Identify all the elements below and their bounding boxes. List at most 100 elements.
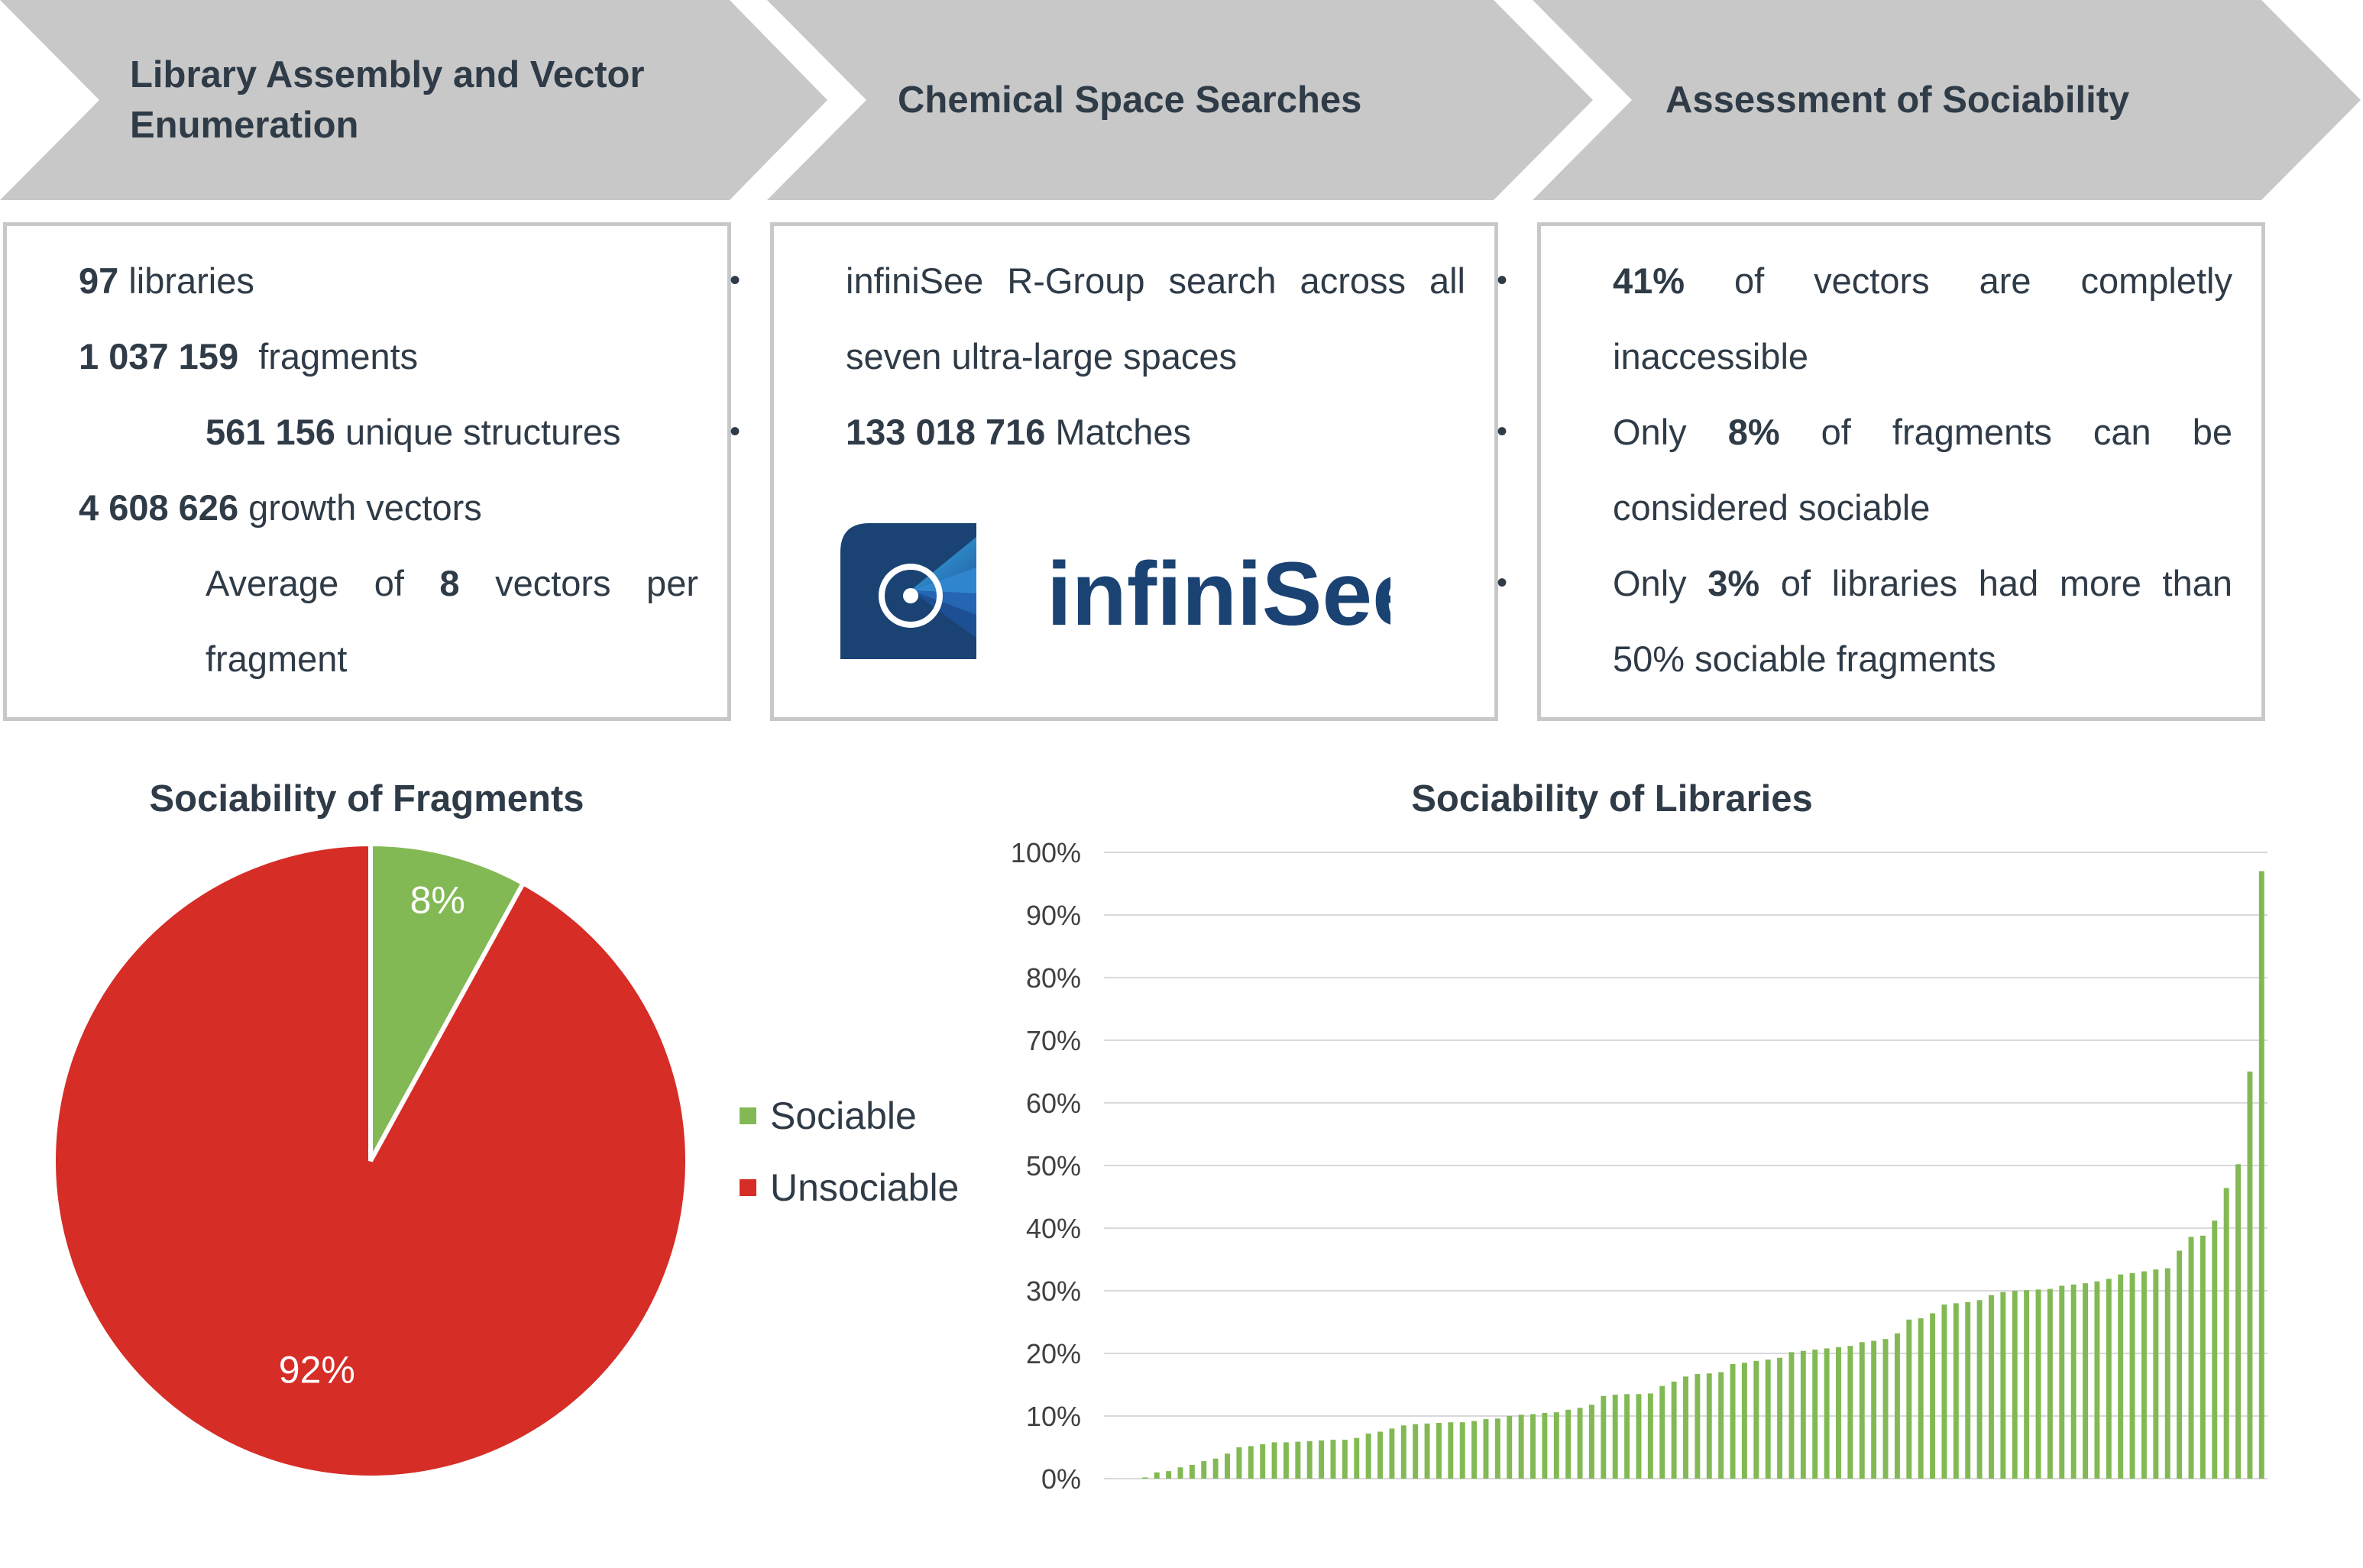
bar-library [1741, 1363, 1747, 1479]
bar-library [1930, 1313, 1936, 1479]
bar-library [1389, 1428, 1395, 1479]
bar-chart: 0% 10% 20% 30% 40% 50% 60% 70% 80% 90% 100% [1011, 837, 2268, 1495]
y-tick-label: 30% [1026, 1275, 1081, 1307]
bar-library [1565, 1409, 1572, 1479]
bar-library [1577, 1408, 1583, 1479]
bar-library [1189, 1464, 1195, 1479]
bar-library [1400, 1425, 1406, 1479]
bar-library [1494, 1418, 1500, 1479]
bar-library [1553, 1412, 1559, 1479]
bar-library [2047, 1288, 2053, 1479]
bar-library [1882, 1339, 1889, 1479]
bar-library [2083, 1283, 2089, 1479]
bar-library [1847, 1346, 1853, 1479]
bar-library [1295, 1441, 1301, 1479]
bar-library [1354, 1437, 1360, 1479]
bar-library [1436, 1423, 1442, 1479]
bar-library [1824, 1348, 1830, 1479]
bar-library [2024, 1290, 2030, 1479]
step-title-chemical-space: Chemical Space Searches [898, 79, 1362, 121]
bar-library [1706, 1373, 1712, 1479]
bar-library [2258, 871, 2264, 1479]
bar-library [1601, 1395, 1607, 1479]
bar-library [1166, 1471, 1172, 1479]
bar-library [2000, 1292, 2006, 1479]
pie-chart-title: Sociability of Fragments [149, 778, 584, 820]
bullet-matches: • 133 018 716 Matches [730, 412, 1192, 452]
bar-library [1683, 1376, 1688, 1479]
bar-library [1894, 1333, 1900, 1479]
process-chevrons [0, 0, 2361, 200]
pie-slice-sociable [368, 841, 527, 1162]
bar-library [2129, 1273, 2135, 1479]
bullet-libraries: •97 libraries [79, 260, 254, 301]
bar-library [1906, 1319, 1912, 1479]
bar-library [1989, 1295, 1994, 1479]
panel-sociability: • 41% of vectors are completly inaccessib… [1497, 222, 2265, 721]
bar-library [1530, 1414, 1536, 1479]
legend-swatch-unsociable [740, 1179, 756, 1196]
pie-chart: 8% 92% [51, 841, 690, 1480]
bar-library [1483, 1419, 1489, 1479]
bar-library [2223, 1188, 2229, 1479]
bar-library [1647, 1393, 1653, 1479]
bar-library [1941, 1305, 1947, 1479]
bar-library [1753, 1360, 1759, 1479]
bar-library [1177, 1467, 1183, 1479]
bar-library [1283, 1442, 1289, 1479]
y-tick-label: 60% [1026, 1088, 1081, 1119]
bar-library [2247, 1072, 2253, 1479]
bar-library [1448, 1422, 1454, 1479]
chevron-step-1 [0, 0, 827, 200]
y-tick-label: 40% [1026, 1213, 1081, 1244]
bar-library [1836, 1347, 1841, 1479]
bullet-growth-vectors: •4 608 626 growth vectors [79, 487, 482, 528]
bullet-rgroup-search: • infiniSee R-Group search across all sev… [730, 260, 1465, 377]
bar-library [1624, 1394, 1630, 1479]
bar-library [1671, 1381, 1677, 1479]
bar-library [1154, 1472, 1160, 1479]
bar-library [1777, 1357, 1783, 1479]
bar-library [1612, 1395, 1618, 1479]
step-title-library-assembly: Library Assembly and Vector Enumeration [130, 54, 645, 146]
bar-library [1859, 1342, 1865, 1479]
bar-library [1812, 1350, 1818, 1479]
bar-library [1459, 1422, 1465, 1479]
bar-library [1365, 1433, 1371, 1479]
panel-chemical-space: • infiniSee R-Group search across all sev… [730, 222, 1498, 721]
y-tick-label: 0% [1041, 1463, 1081, 1495]
bar-library [1342, 1440, 1348, 1479]
legend-unsociable: Unsociable [740, 1165, 959, 1210]
bullet-unique-structures: •561 156 unique structures [206, 412, 621, 452]
bar-library [2012, 1291, 2018, 1479]
legend-sociable: Sociable [740, 1094, 917, 1138]
logo-wordmark: infiniSee [1047, 544, 1390, 645]
y-tick-label: 70% [1026, 1025, 1081, 1056]
bar-library [2035, 1289, 2041, 1479]
bar-library [1260, 1444, 1266, 1479]
bar-library [1142, 1477, 1148, 1479]
bullet-sociable-fragments: • Only 8% of fragments can be considered … [1497, 412, 2232, 528]
bullet-average-vectors: •Average of 8 vectors per fragment [206, 563, 698, 679]
bar-library [2118, 1274, 2124, 1479]
pie-slice-unsociable [51, 841, 690, 1480]
bar-library [1271, 1442, 1277, 1479]
bar-library [2070, 1284, 2077, 1479]
bullet-sociable-libraries: • Only 3% of libraries had more than 50% … [1497, 563, 2232, 679]
bar-library [1965, 1301, 1971, 1479]
bar-library [1212, 1458, 1219, 1479]
bar-library [1330, 1440, 1336, 1479]
bar-library [2164, 1268, 2170, 1479]
bar-library [1871, 1340, 1877, 1479]
bar-library [1953, 1303, 1959, 1479]
bar-library [2188, 1237, 2194, 1479]
bar-library [2200, 1235, 2206, 1479]
pie-data-label-unsociable: 92% [279, 1348, 355, 1391]
bar-library [1319, 1440, 1325, 1479]
bar-library [1718, 1372, 1724, 1479]
bar-library [2106, 1279, 2112, 1479]
bar-library [1236, 1447, 1242, 1479]
bar-library [2177, 1250, 2183, 1479]
pie-data-label-sociable: 8% [410, 878, 465, 921]
bar-library [1976, 1300, 1983, 1479]
